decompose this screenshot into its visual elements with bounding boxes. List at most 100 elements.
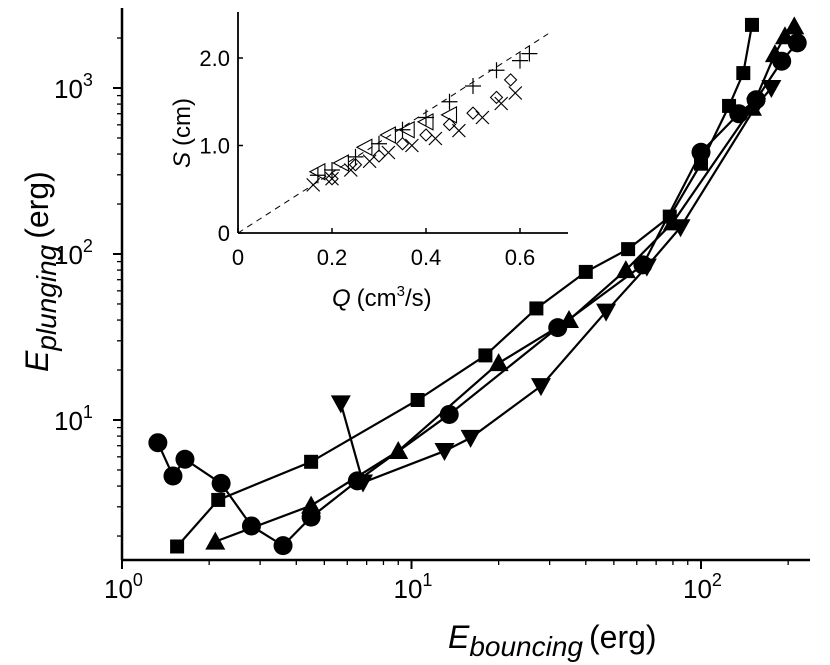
inset-diamond-marker xyxy=(489,90,504,105)
main-y-sub: plunging xyxy=(31,244,62,351)
main-y-tick-base: 10 xyxy=(54,240,83,270)
main-triangle-down-marker xyxy=(596,303,617,322)
series-square-line xyxy=(176,24,754,548)
inset-triangle-left-marker xyxy=(379,126,396,144)
inset-diamond-marker xyxy=(466,106,480,120)
series-triangle-down xyxy=(330,80,782,493)
main-triangle-up-marker xyxy=(388,441,409,460)
inset-cross-marker xyxy=(428,131,443,146)
inset-plus-marker xyxy=(488,62,505,79)
main-triangle-up-marker xyxy=(774,26,795,45)
inset-triangle-left-marker xyxy=(332,154,349,172)
main-x-tick-base: 10 xyxy=(104,574,133,604)
main-triangle-down-marker xyxy=(670,219,691,238)
main-x-var: E xyxy=(448,619,470,655)
main-square-marker xyxy=(170,539,185,554)
inset-series-diamond xyxy=(325,73,518,186)
main-square-marker xyxy=(211,492,226,507)
main-square-marker xyxy=(529,301,544,316)
inset-diamond-marker xyxy=(503,73,518,87)
inset-y-unit: (cm) xyxy=(169,98,196,146)
inset-x-axis-title: Q (cm3/s) xyxy=(332,283,432,312)
inset-cross-marker xyxy=(362,154,377,169)
main-y-tick-label: 103 xyxy=(54,70,93,104)
inset-diamond-marker xyxy=(325,171,339,186)
main-circle-marker xyxy=(175,449,195,469)
inset-triangle-left-marker xyxy=(308,162,326,181)
inset-plus-marker xyxy=(324,162,340,178)
main-triangle-down-marker xyxy=(636,258,657,277)
main-x-tick-exp: 1 xyxy=(422,570,432,590)
main-x-sub: bouncing xyxy=(469,631,583,662)
inset-series-plus xyxy=(309,45,538,184)
main-square-marker xyxy=(621,242,636,257)
inset-plus-marker xyxy=(512,52,528,69)
main-x-tick-base: 10 xyxy=(394,574,423,604)
main-square-marker xyxy=(744,17,759,32)
inset-y-var: S xyxy=(169,152,196,168)
inset-ticks: 0 0.2 0.4 0.6 0 1.0 2.0 xyxy=(199,46,535,270)
main-y-tick-base: 10 xyxy=(54,406,83,436)
inset-y-axis-title: S (cm) xyxy=(169,98,196,168)
main-square-marker xyxy=(304,454,319,469)
main-triangle-up-marker xyxy=(559,310,580,329)
inset-cross-marker xyxy=(325,171,339,186)
inset-plus-marker xyxy=(371,135,387,152)
main-triangle-up-marker xyxy=(784,16,805,35)
inset-x-var: Q xyxy=(332,285,351,312)
main-y-axis-title: Eplunging (erg) xyxy=(19,171,62,372)
series-triangle-down-line xyxy=(339,87,773,485)
inset-diamond-marker xyxy=(419,128,433,142)
inset-plus-marker xyxy=(441,93,458,110)
main-square-marker xyxy=(410,392,425,407)
inset-y-tick-label: 1.0 xyxy=(199,134,230,159)
main-y-tick-exp: 3 xyxy=(83,70,93,90)
main-y-tick-label: 101 xyxy=(54,402,93,436)
main-triangle-down-marker xyxy=(353,474,374,493)
inset-cross-marker xyxy=(404,138,419,153)
main-y-unit: (erg) xyxy=(19,171,55,239)
main-triangle-up-marker xyxy=(764,44,785,63)
main-x-tick-label: 102 xyxy=(683,570,722,604)
inset-diamond-marker xyxy=(395,136,410,151)
inset-x-tick-label: 0.6 xyxy=(505,245,536,270)
inset-cross-marker xyxy=(451,123,466,138)
inset-diamond-marker xyxy=(348,157,363,172)
inset-plot: 0 0.2 0.4 0.6 0 1.0 2.0 Q (cm3/s) S (cm) xyxy=(169,12,568,312)
inset-x-tick-label: 0.4 xyxy=(411,245,442,270)
inset-y-tick-label: 2.0 xyxy=(199,46,230,71)
main-circle-marker xyxy=(787,33,807,53)
inset-cross-marker xyxy=(494,96,509,111)
inset-plus-marker xyxy=(394,121,411,138)
main-x-tick-exp: 0 xyxy=(133,570,143,590)
inset-diamond-marker xyxy=(442,117,457,132)
main-circle-marker xyxy=(211,473,231,493)
main-square-marker xyxy=(578,264,593,279)
inset-x-unit-post: /s) xyxy=(405,285,432,312)
inset-triangle-left-marker xyxy=(355,138,373,157)
inset-x-tick-label: 0.2 xyxy=(317,245,348,270)
main-triangle-down-marker xyxy=(761,80,782,98)
series-triangle-up xyxy=(205,16,805,550)
inset-cross-marker xyxy=(306,177,321,192)
main-circle-marker xyxy=(273,536,293,556)
inset-cross-marker xyxy=(475,110,490,125)
main-triangle-down-marker xyxy=(330,395,351,414)
main-series xyxy=(148,16,807,556)
main-x-tick-label: 100 xyxy=(104,570,143,604)
inset-plus-marker xyxy=(521,45,538,62)
inset-cross-marker xyxy=(381,145,396,160)
main-triangle-down-marker xyxy=(530,378,551,397)
inset-cross-marker xyxy=(508,86,523,100)
inset-triangle-left-marker xyxy=(398,120,415,139)
series-circle-line xyxy=(156,42,799,548)
main-y-tick-exp: 1 xyxy=(83,402,93,422)
inset-x-unit-sup: 3 xyxy=(397,283,405,300)
main-y-tick-base: 10 xyxy=(54,74,83,104)
main-y-tick-exp: 2 xyxy=(83,236,93,256)
main-x-tick-label: 101 xyxy=(394,570,433,604)
main-square-marker xyxy=(736,66,751,81)
inset-x-tick-label: 0 xyxy=(232,245,244,270)
main-triangle-down-marker xyxy=(746,97,767,116)
